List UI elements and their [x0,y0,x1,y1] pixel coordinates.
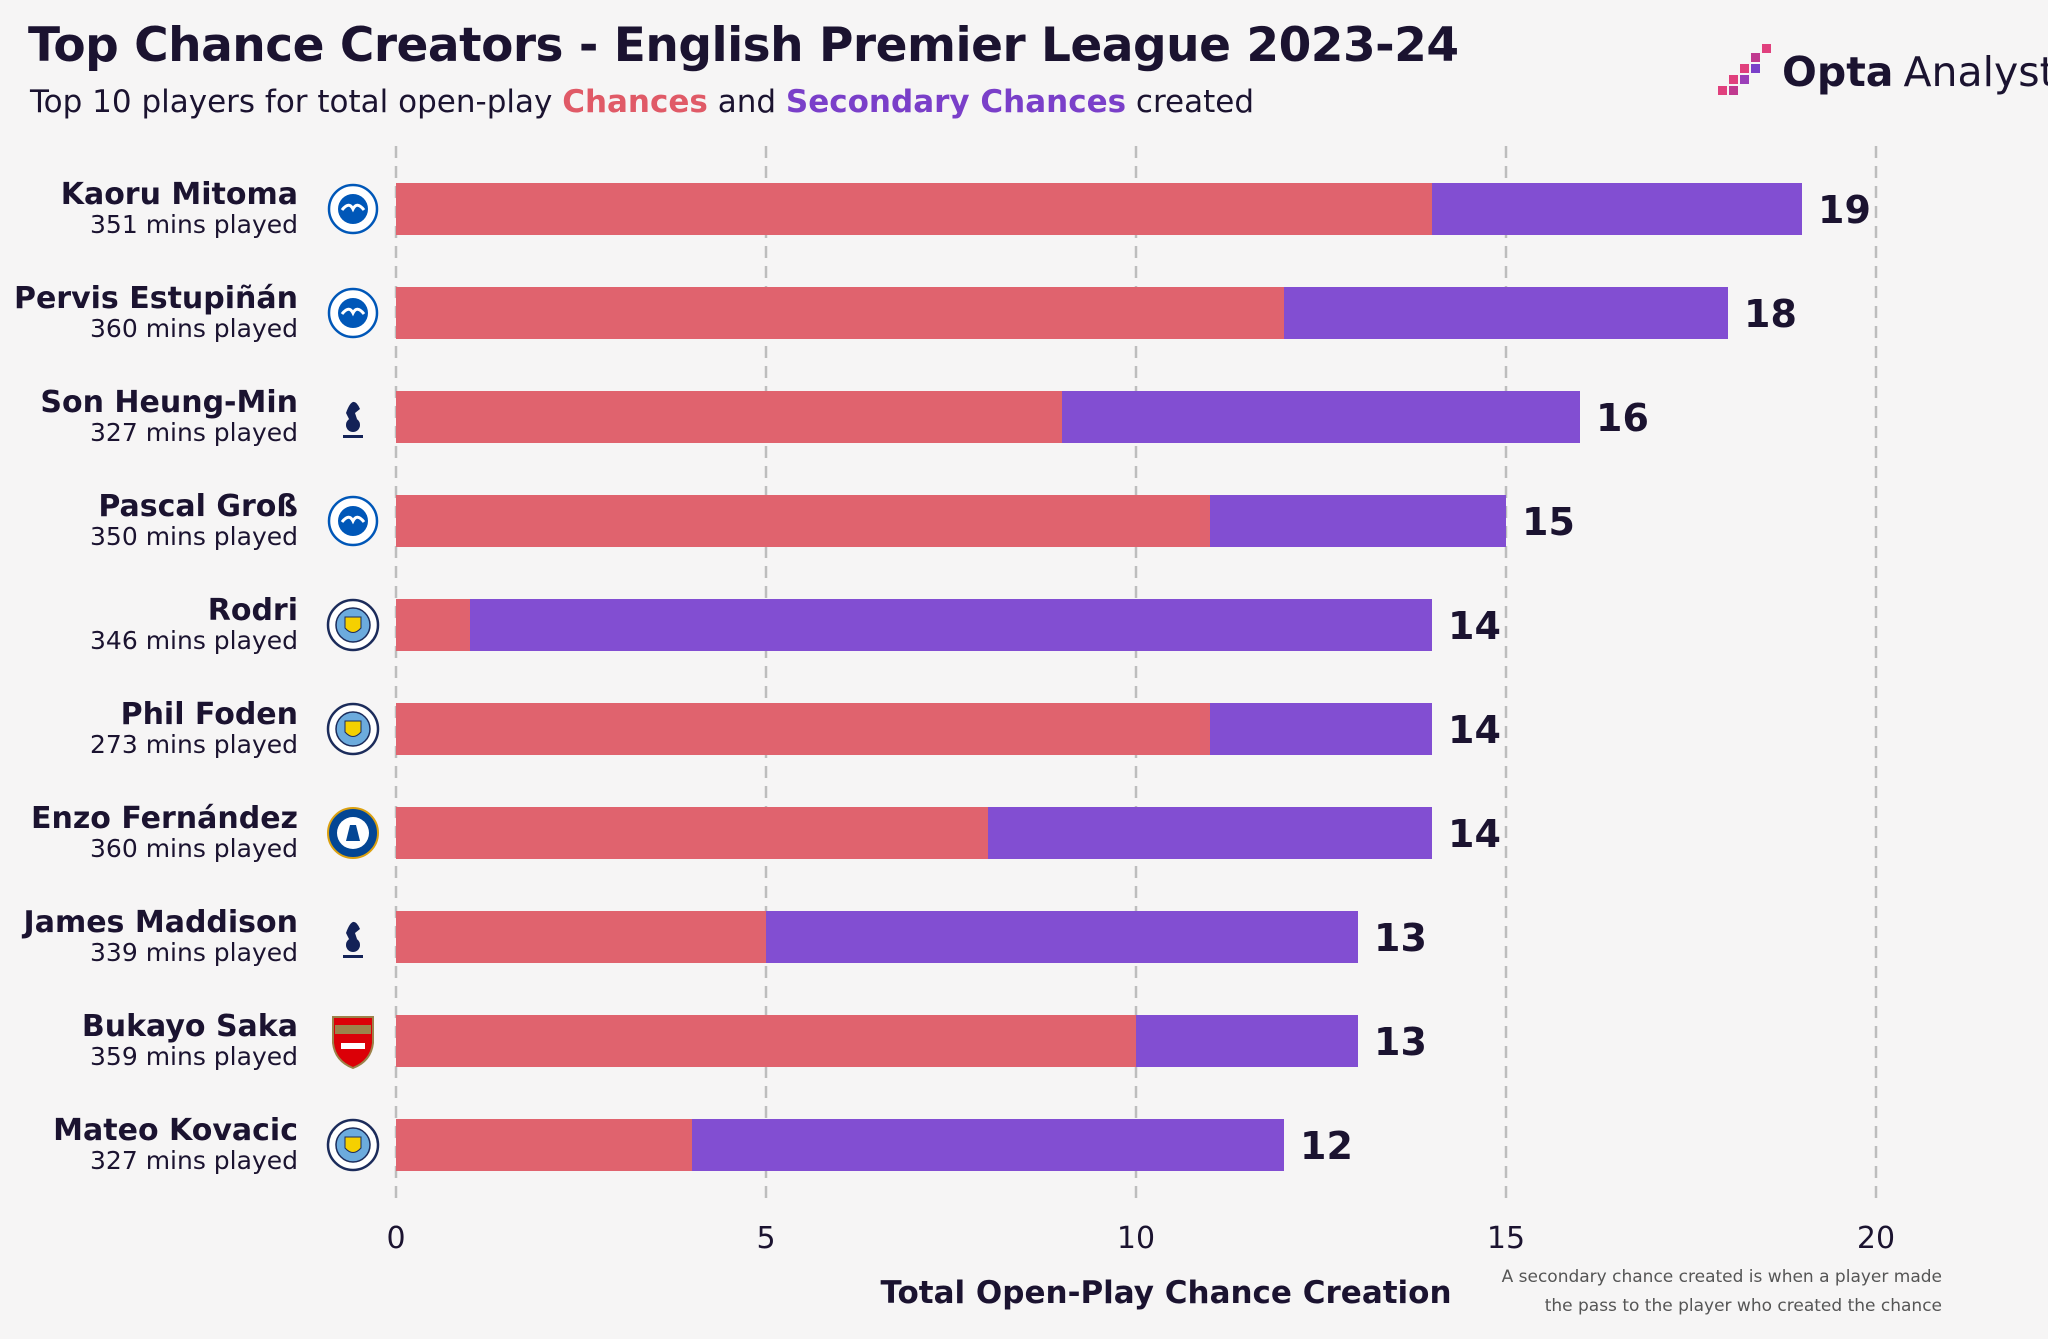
x-tick-label: 15 [1487,1221,1525,1256]
x-tick-label: 20 [1857,1221,1895,1256]
logo-brand: Opta [1782,48,1894,96]
bar-chances [396,183,1432,235]
badge-shield [332,1016,374,1070]
player-name: Pervis Estupiñán [14,281,298,316]
badge-ball [346,938,360,952]
total-label: 12 [1300,1124,1353,1168]
player-name: Enzo Fernández [31,801,298,836]
man-city-badge-icon [326,598,380,652]
bar-secondary-chances [1062,391,1580,443]
x-tick-label: 5 [756,1221,775,1256]
bar-secondary-chances [692,1119,1284,1171]
man-city-badge-icon [326,702,380,756]
minutes-played: 360 mins played [90,314,298,343]
bar-secondary-chances [470,599,1432,651]
badge-seagull [340,515,366,525]
minutes-played: 351 mins played [90,210,298,239]
player-name: Phil Foden [121,697,298,732]
badge-seagull [340,203,366,213]
player-name: Pascal Groß [98,489,298,524]
player-name: Kaoru Mitoma [61,177,298,212]
badge-seagull [340,307,366,317]
minutes-played: 360 mins played [90,834,298,863]
bar-chances [396,807,988,859]
bar-chances [396,391,1062,443]
player-name: James Maddison [22,905,298,940]
man-city-badge-icon [326,1118,380,1172]
badge-ball [346,418,360,432]
minutes-played: 273 mins played [90,730,298,759]
logo-brand-suffix: Analyst [1903,48,2048,96]
page-subtitle: Top 10 players for total open-play Chanc… [30,84,1254,120]
badge-lion [346,825,360,841]
bar-chances [396,1119,692,1171]
badge-text-bar [343,955,363,958]
total-label: 14 [1448,812,1501,856]
chelsea-badge-icon [327,807,379,859]
brighton-badge-icon [327,495,379,547]
total-label: 14 [1448,708,1501,752]
total-label: 15 [1522,500,1575,544]
bar-secondary-chances [766,911,1358,963]
page-title: Top Chance Creators - English Premier Le… [28,18,1459,73]
bar-chances [396,911,766,963]
minutes-played: 359 mins played [90,1042,298,1071]
total-label: 13 [1374,1020,1427,1064]
total-label: 14 [1448,604,1501,648]
subtitle-suffix: created [1135,84,1255,120]
bar-chances [396,495,1210,547]
badge-shield [344,720,362,737]
subtitle-and: and [717,84,777,120]
player-name: Bukayo Saka [82,1009,298,1044]
subtitle-secondary: Secondary Chances [785,84,1127,120]
footnote-line-2: the pass to the player who created the c… [1544,1296,1942,1316]
minutes-played: 350 mins played [90,522,298,551]
arsenal-badge-icon [332,1016,374,1070]
x-axis-label: Total Open-Play Chance Creation [880,1275,1451,1311]
bar-secondary-chances [1136,1015,1358,1067]
footnote-line-1: A secondary chance created is when a pla… [1501,1267,1942,1287]
brighton-badge-icon [327,287,379,339]
total-label: 19 [1818,188,1871,232]
minutes-played: 339 mins played [90,938,298,967]
bar-secondary-chances [988,807,1432,859]
subtitle-chances: Chances [562,84,708,120]
bar-secondary-chances [1432,183,1802,235]
x-tick-label: 10 [1117,1221,1155,1256]
total-label: 13 [1374,916,1427,960]
player-name: Mateo Kovacic [53,1113,298,1148]
badge-text-bar [343,435,363,438]
badge-cockerel [346,401,360,419]
bar-chances [396,599,470,651]
badge-cockerel [346,921,360,939]
bar-chances [396,703,1210,755]
footnote: A secondary chance created is when a pla… [1502,1263,1942,1321]
player-name: Son Heung-Min [40,385,298,420]
badge-shield [344,1136,362,1153]
total-label: 16 [1596,396,1649,440]
bar-chances [396,1015,1136,1067]
opta-analyst-logo: Opta Analyst [1718,44,2048,100]
tottenham-badge-icon [343,921,363,958]
tottenham-badge-icon [343,401,363,438]
subtitle-prefix: Top 10 players for total open-play [30,84,553,120]
minutes-played: 327 mins played [90,1146,298,1175]
bar-secondary-chances [1284,287,1728,339]
minutes-played: 346 mins played [90,626,298,655]
bar-chances [396,287,1284,339]
bar-secondary-chances [1210,703,1432,755]
brighton-badge-icon [327,183,379,235]
minutes-played: 327 mins played [90,418,298,447]
total-label: 18 [1744,292,1797,336]
badge-cannon [341,1043,365,1049]
player-name: Rodri [208,593,298,628]
badge-banner [335,1025,371,1034]
x-tick-label: 0 [386,1221,405,1256]
opta-logo-icon [1718,44,1771,95]
bar-secondary-chances [1210,495,1506,547]
badge-shield [344,616,362,633]
